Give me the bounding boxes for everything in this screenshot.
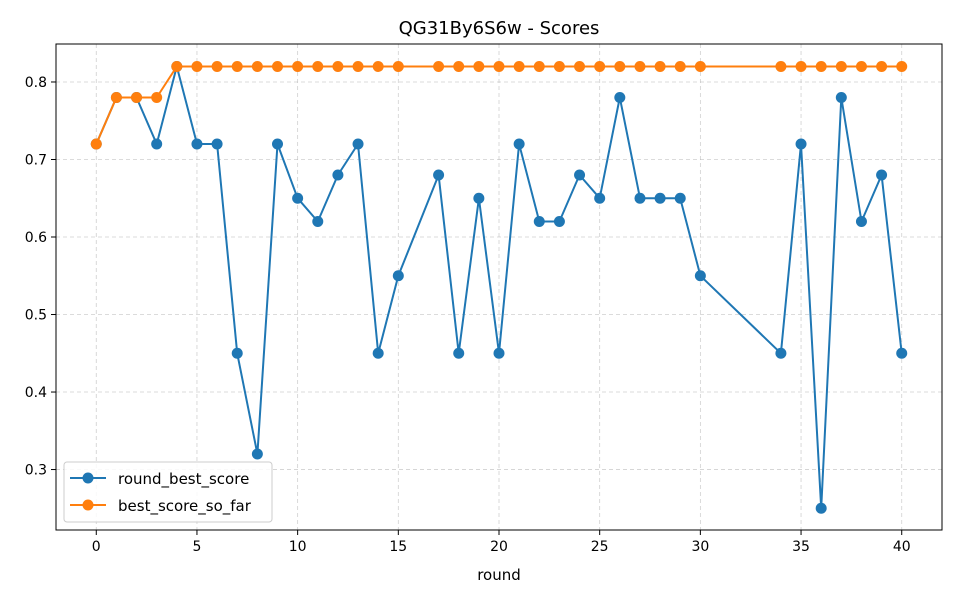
data-point-round-best-score (876, 169, 888, 181)
data-point-round-best-score (151, 138, 163, 150)
data-point-round-best-score (795, 138, 807, 150)
x-tick-label: 25 (591, 539, 609, 555)
data-point-best-score-so-far (876, 60, 888, 72)
data-point-round-best-score (372, 347, 384, 359)
data-point-best-score-so-far (372, 60, 384, 72)
data-point-round-best-score (533, 216, 545, 228)
data-point-best-score-so-far (191, 60, 203, 72)
legend-marker-best-score-so-far (82, 499, 94, 511)
x-tick-label: 20 (490, 539, 508, 555)
data-point-round-best-score (574, 169, 586, 181)
data-point-best-score-so-far (533, 60, 545, 72)
data-point-round-best-score (513, 138, 525, 150)
x-axis-ticks: 0 5 10 15 20 25 30 35 40 (92, 530, 911, 555)
data-point-round-best-score (493, 347, 505, 359)
data-point-round-best-score (654, 192, 666, 204)
data-point-best-score-so-far (453, 60, 465, 72)
data-point-round-best-score (674, 192, 686, 204)
legend-box (63, 461, 273, 523)
data-point-best-score-so-far (815, 60, 827, 72)
data-point-best-score-so-far (352, 60, 364, 72)
data-point-best-score-so-far (231, 60, 243, 72)
data-point-round-best-score (775, 347, 787, 359)
legend-label-round-best-score: round_best_score (118, 470, 249, 489)
data-point-best-score-so-far (574, 60, 586, 72)
data-point-best-score-so-far (473, 60, 485, 72)
data-point-round-best-score (694, 270, 706, 282)
series-best-score-so-far (90, 60, 908, 150)
data-point-round-best-score (614, 91, 626, 103)
data-point-round-best-score (896, 347, 908, 359)
data-point-best-score-so-far (312, 60, 324, 72)
x-tick-label: 5 (192, 539, 201, 555)
data-point-best-score-so-far (553, 60, 565, 72)
data-point-best-score-so-far (110, 91, 122, 103)
data-point-round-best-score (352, 138, 364, 150)
data-point-best-score-so-far (332, 60, 344, 72)
data-point-best-score-so-far (292, 60, 304, 72)
data-point-best-score-so-far (171, 60, 183, 72)
legend: round_best_score best_score_so_far (63, 461, 273, 523)
data-point-round-best-score (433, 169, 445, 181)
x-tick-label: 0 (92, 539, 101, 555)
x-tick-label: 10 (289, 539, 307, 555)
y-tick-label: 0.8 (25, 75, 47, 91)
data-point-round-best-score (312, 216, 324, 228)
data-point-best-score-so-far (775, 60, 787, 72)
x-tick-label: 30 (691, 539, 709, 555)
legend-label-best-score-so-far: best_score_so_far (118, 497, 252, 516)
x-tick-label: 40 (893, 539, 911, 555)
data-point-best-score-so-far (251, 60, 263, 72)
data-point-round-best-score (272, 138, 283, 150)
data-point-best-score-so-far (614, 60, 626, 72)
data-point-best-score-so-far (835, 60, 847, 72)
x-axis-label: round (477, 566, 521, 584)
data-point-round-best-score (594, 192, 606, 204)
legend-marker-round-best-score (82, 472, 94, 484)
data-point-round-best-score (855, 216, 867, 228)
series-layer (90, 60, 908, 514)
data-point-best-score-so-far (493, 60, 505, 72)
chart-title: QG31By6S6w - Scores (399, 18, 600, 39)
data-point-round-best-score (553, 216, 565, 228)
data-point-best-score-so-far (272, 60, 283, 72)
data-point-best-score-so-far (392, 60, 404, 72)
data-point-best-score-so-far (674, 60, 686, 72)
x-tick-label: 15 (389, 539, 407, 555)
data-point-round-best-score (392, 270, 404, 282)
data-point-round-best-score (251, 448, 263, 460)
data-point-round-best-score (191, 138, 203, 150)
x-tick-label: 35 (792, 539, 810, 555)
data-point-round-best-score (211, 138, 223, 150)
data-point-best-score-so-far (513, 60, 525, 72)
y-axis-ticks: 0.3 0.4 0.5 0.6 0.7 0.8 (25, 75, 56, 479)
y-tick-label: 0.7 (25, 152, 47, 168)
data-point-round-best-score (815, 502, 827, 514)
data-point-best-score-so-far (795, 60, 807, 72)
y-tick-label: 0.4 (25, 385, 47, 401)
y-tick-label: 0.3 (25, 463, 47, 479)
data-point-best-score-so-far (896, 60, 908, 72)
y-tick-label: 0.6 (25, 230, 47, 246)
data-point-best-score-so-far (151, 91, 163, 103)
data-point-best-score-so-far (855, 60, 867, 72)
data-point-round-best-score (473, 192, 485, 204)
data-point-best-score-so-far (131, 91, 143, 103)
data-point-round-best-score (634, 192, 646, 204)
data-point-best-score-so-far (694, 60, 706, 72)
data-point-best-score-so-far (594, 60, 606, 72)
data-point-round-best-score (453, 347, 465, 359)
data-point-round-best-score (292, 192, 304, 204)
data-point-round-best-score (835, 91, 847, 103)
data-point-best-score-so-far (211, 60, 223, 72)
data-point-best-score-so-far (654, 60, 666, 72)
y-tick-label: 0.5 (25, 308, 47, 324)
data-point-round-best-score (231, 347, 243, 359)
data-point-best-score-so-far (634, 60, 646, 72)
data-point-best-score-so-far (433, 60, 445, 72)
data-point-best-score-so-far (90, 138, 102, 150)
data-point-round-best-score (332, 169, 344, 181)
